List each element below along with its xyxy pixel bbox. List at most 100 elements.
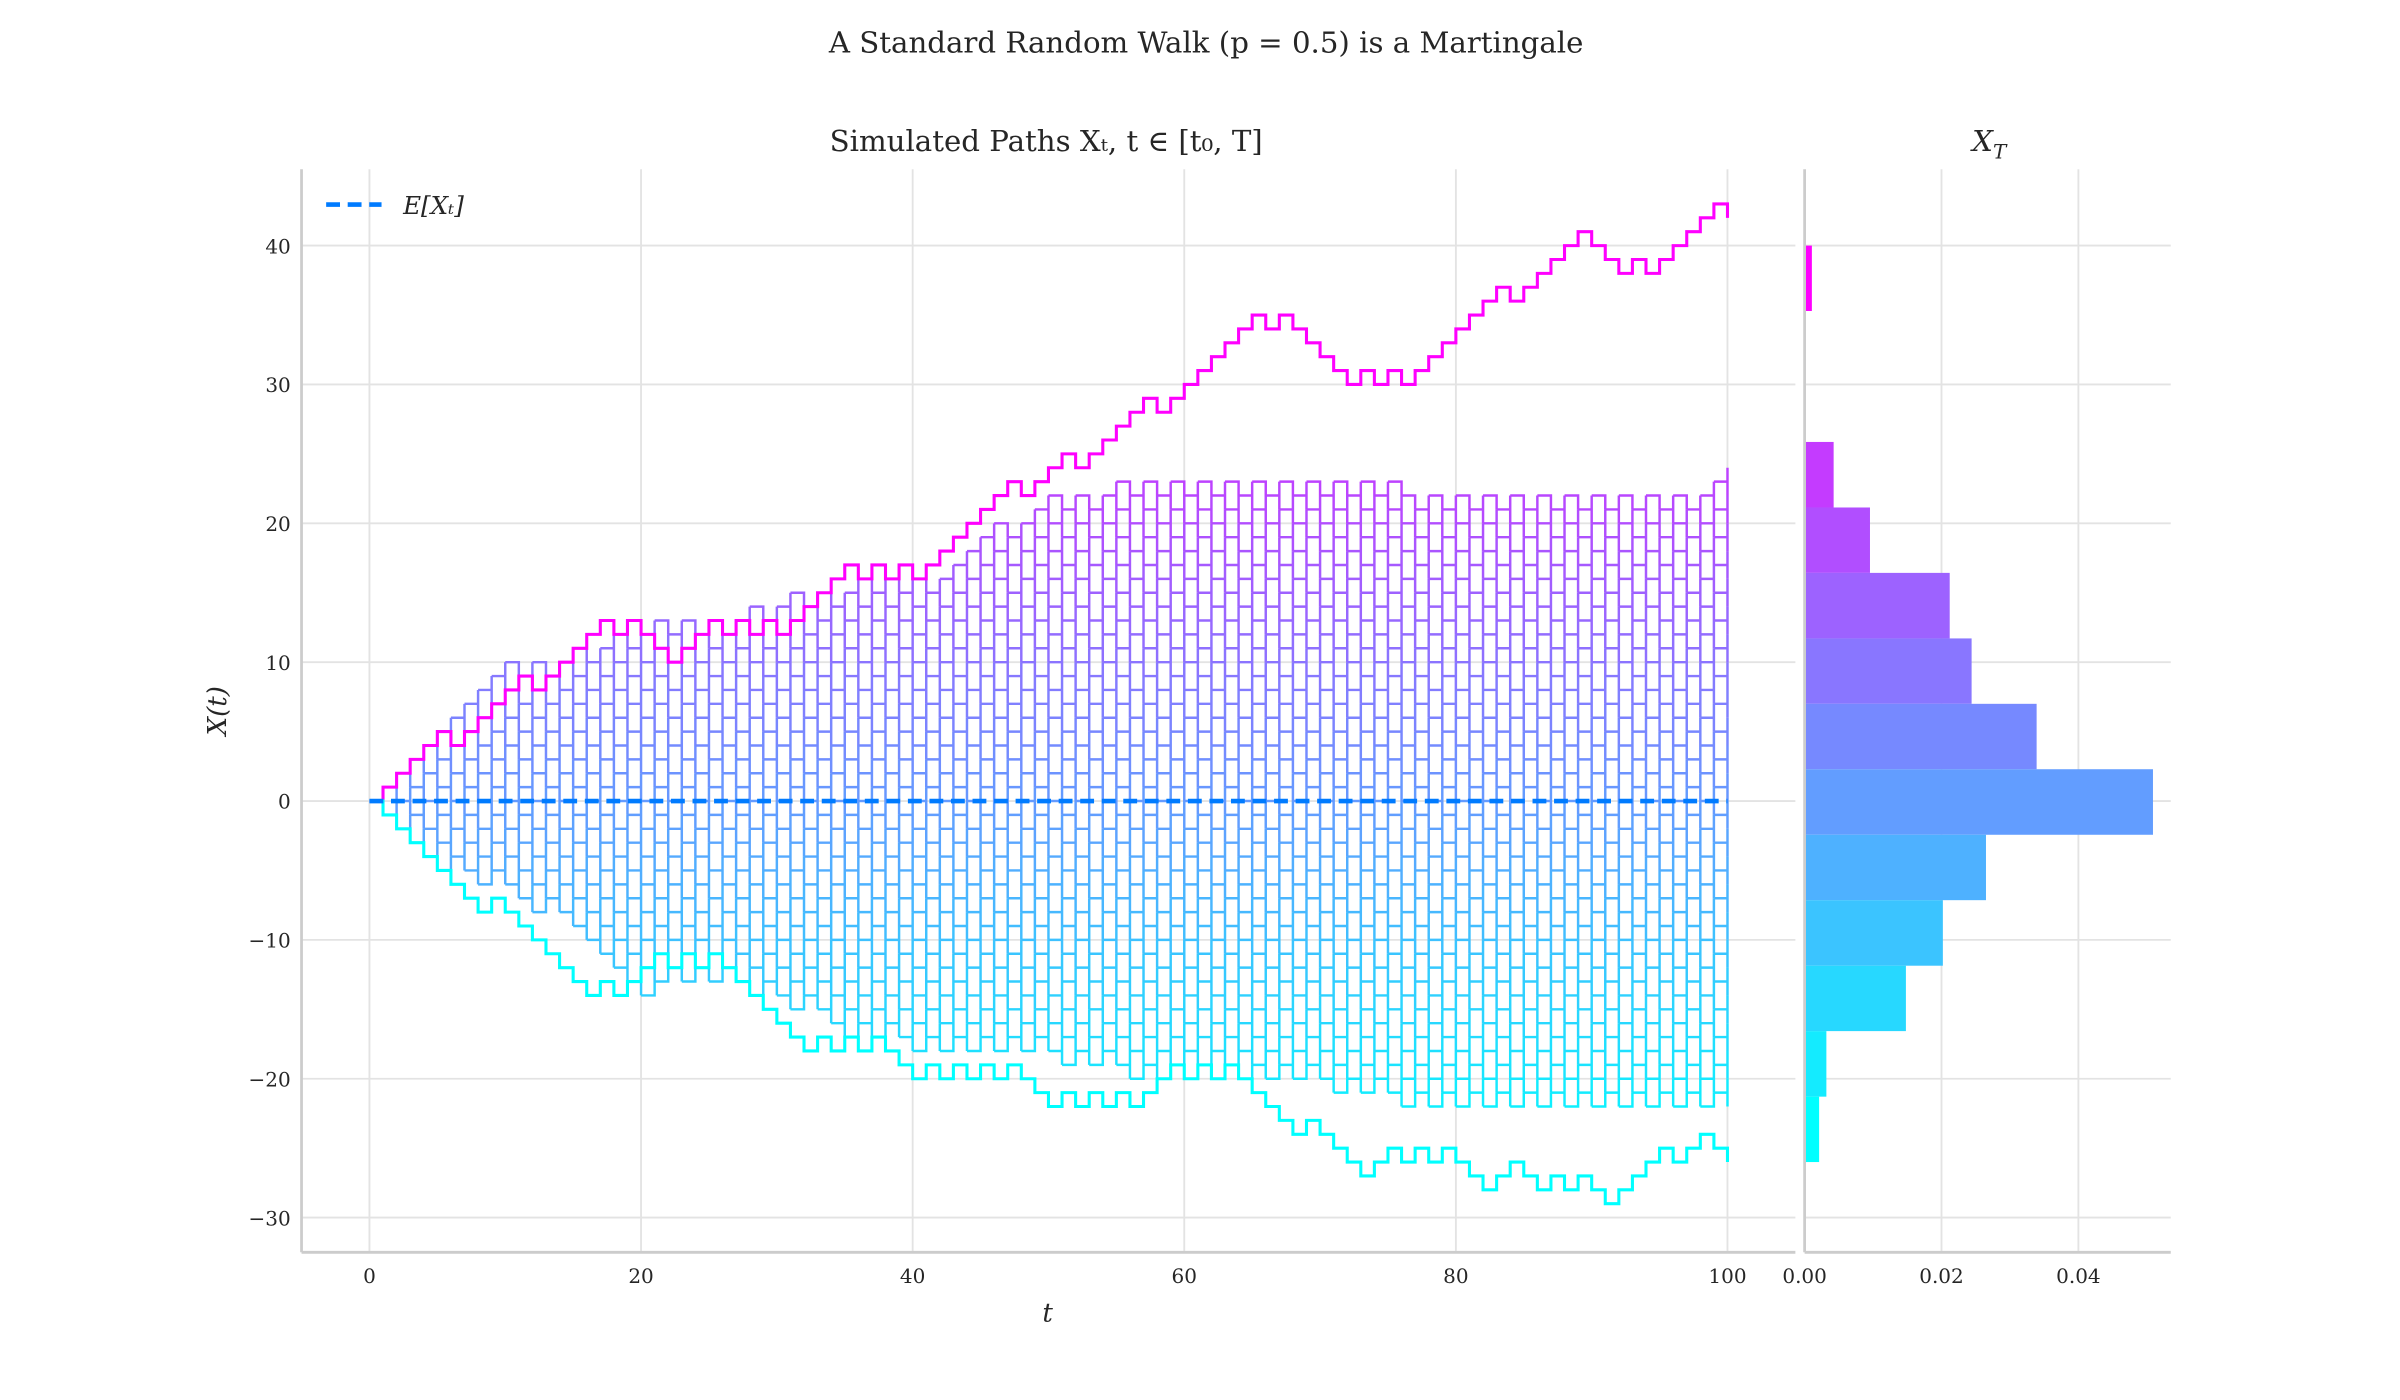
path-segment [1225,856,1240,885]
path-segment [1483,1092,1498,1108]
path-segment [1428,509,1444,538]
path-segment [586,731,602,760]
path-segment [1537,648,1553,677]
path-segment [1646,981,1661,1010]
path-segment [1374,1009,1390,1038]
path-segment [505,870,521,899]
path-segment [708,717,724,746]
path-segment [1510,537,1526,565]
path-segment [939,1037,955,1053]
path-segment [1401,703,1417,732]
path-segment [994,925,1009,954]
x-tick-label: 100 [1708,1264,1746,1288]
path-segment [1333,689,1349,718]
path-segment [559,703,575,732]
paths-lattice [369,467,1729,1108]
path-segment [1238,648,1254,677]
path-segment [1129,1037,1145,1065]
path-segment [749,925,765,954]
path-segment [1387,745,1403,774]
path-segment [1170,828,1186,857]
path-segment [899,578,914,607]
path-segment [1700,620,1716,649]
path-segment [1632,1050,1648,1079]
path-segment [1089,551,1105,579]
path-segment [1089,967,1105,996]
path-segment [1333,884,1349,913]
path-segment [912,814,928,843]
path-segment [668,814,684,843]
path-segment [858,1009,874,1038]
path-segment [1428,494,1444,510]
path-segment [1618,509,1634,538]
path-segment [1197,480,1213,496]
path-segment [817,995,833,1024]
path-segment [532,660,548,677]
path-segment [1075,953,1091,982]
path-segment [1075,814,1091,843]
path-segment [1116,884,1132,913]
path-segment [1469,495,1485,524]
path-segment [641,759,656,788]
path-segment [1415,801,1430,829]
path-segment [1007,939,1023,968]
path-segment [1360,480,1376,496]
path-segment [899,717,914,746]
path-segment [1550,773,1566,802]
highlighted-path [369,799,1730,1206]
path-segment [885,953,901,982]
path-segment [1157,648,1172,677]
histogram-bar [1804,703,2037,770]
path-segment [1510,1009,1526,1038]
path-segment [708,828,724,857]
path-segment [844,995,860,1024]
path-segment [926,828,942,857]
path-segment [790,856,806,885]
path-segment [1659,939,1675,968]
path-segment [1279,480,1295,496]
path-segment [966,592,982,621]
path-segment [1184,1064,1200,1080]
path-segment [586,676,602,704]
path-segment [1605,884,1621,913]
path-segment [912,925,928,954]
path-segment [1469,967,1485,996]
path-segment [804,870,819,899]
path-segment [1048,676,1064,704]
path-segment [790,591,806,607]
path-segment [450,759,466,788]
path-segment [1211,509,1227,538]
path-segment [1129,703,1145,732]
path-segment [1320,648,1335,677]
path-segment [912,953,928,982]
path-segment [532,731,548,760]
path-segment [1170,717,1186,746]
y-tick-label: 20 [265,512,290,536]
path-segment [1374,898,1390,926]
path-segment [1415,606,1430,635]
path-segment [939,953,955,982]
path-segment [1469,912,1485,940]
histogram-bar [1804,507,1870,573]
path-segment [1116,578,1132,607]
path-segment [1523,495,1539,524]
path-segment [1700,870,1716,899]
path-segment [1374,620,1390,649]
path-segment [831,981,846,1010]
path-segment [722,759,738,788]
path-segment [980,856,996,885]
path-segment [1401,648,1417,677]
path-segment [1510,759,1526,788]
path-segment [668,620,684,649]
path-segment [1143,995,1159,1024]
path-segment [708,619,724,635]
path-segment [1646,731,1661,760]
path-segment [817,662,833,690]
path-segment [1496,801,1512,829]
path-segment [1374,814,1390,843]
path-segment [1333,578,1349,607]
path-segment [1537,620,1553,649]
path-segment [776,925,792,954]
path-segment [1713,467,1729,496]
path-segment [1578,912,1593,940]
